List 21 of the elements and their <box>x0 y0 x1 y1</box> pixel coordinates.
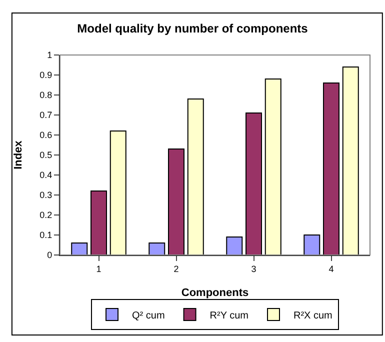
x-tick-label: 4 <box>328 264 334 274</box>
y-tick-label: 0.5 <box>40 150 52 160</box>
y-tick-label: 0.8 <box>40 90 52 100</box>
y-tick-label: 0.6 <box>40 130 52 140</box>
y-tick-label: 0.1 <box>40 230 52 240</box>
legend-label: R²Y cum <box>210 310 248 322</box>
y-axis-title: Index <box>12 140 24 170</box>
y-tick-label: 0 <box>47 250 52 260</box>
legend-label: R²X cum <box>294 310 332 322</box>
x-tick-label: 2 <box>174 264 179 274</box>
y-tick-label: 0.3 <box>40 190 52 200</box>
chart-title: Model quality by number of components <box>77 21 308 36</box>
y-tick-label: 0.4 <box>40 170 52 180</box>
y-tick-label: 1 <box>47 50 52 60</box>
y-tick-label: 0.9 <box>40 70 52 80</box>
x-axis-title: Components <box>181 287 249 299</box>
x-tick-label: 3 <box>251 264 256 274</box>
legend-label: Q² cum <box>132 310 165 322</box>
x-tick-label: 1 <box>96 264 102 274</box>
y-tick-label: 0.7 <box>40 110 52 120</box>
y-tick-label: 0.2 <box>40 210 52 220</box>
